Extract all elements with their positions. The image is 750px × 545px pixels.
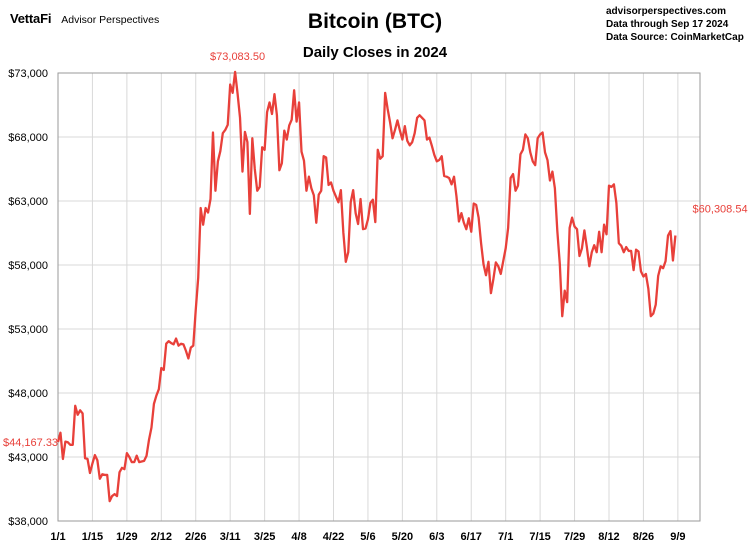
x-tick-label: 1/15 <box>82 531 103 543</box>
x-tick-label: 7/15 <box>529 531 550 543</box>
x-tick-label: 9/9 <box>670 531 685 543</box>
x-tick-label: 6/17 <box>461 531 482 543</box>
y-tick-label: $73,000 <box>8 68 48 80</box>
data-label: $44,167.33 <box>3 437 58 449</box>
source-line-provider: Data Source: CoinMarketCap <box>606 32 744 43</box>
x-tick-label: 4/22 <box>323 531 344 543</box>
x-tick-label: 3/11 <box>220 531 241 543</box>
logo-subtitle: Advisor Perspectives <box>61 14 160 26</box>
y-tick-label: $58,000 <box>8 260 48 272</box>
plot-border <box>57 72 701 522</box>
data-label: $60,308.54 <box>693 203 748 215</box>
series-line-btc <box>56 70 677 503</box>
x-tick-label: 8/26 <box>633 531 654 543</box>
logo: VettaFi Advisor Perspectives <box>10 11 159 26</box>
y-tick-label: $53,000 <box>8 324 48 336</box>
source-line-date: Data through Sep 17 2024 <box>606 19 729 30</box>
x-tick-label: 6/3 <box>429 531 444 543</box>
x-tick-label: 4/8 <box>291 531 306 543</box>
x-tick-label: 3/25 <box>254 531 275 543</box>
x-tick-label: 7/1 <box>498 531 513 543</box>
x-tick-label: 8/12 <box>598 531 619 543</box>
x-tick-label: 5/6 <box>360 531 375 543</box>
logo-brand: VettaFi <box>10 11 52 26</box>
y-tick-label: $68,000 <box>8 132 48 144</box>
x-tick-label: 7/29 <box>564 531 585 543</box>
chart-subtitle: Daily Closes in 2024 <box>302 44 448 61</box>
x-tick-label: 1/29 <box>116 531 137 543</box>
x-tick-label: 2/26 <box>185 531 206 543</box>
x-tick-label: 2/12 <box>151 531 172 543</box>
x-tick-label: 1/1 <box>50 531 65 543</box>
y-tick-label: $63,000 <box>8 196 48 208</box>
source-info: advisorperspectives.com Data through Sep… <box>606 5 744 44</box>
y-tick-label: $43,000 <box>8 452 48 464</box>
y-tick-label: $38,000 <box>8 516 48 528</box>
x-tick-label: 5/20 <box>392 531 413 543</box>
data-label: $73,083.50 <box>210 51 265 63</box>
source-line-website: advisorperspectives.com <box>606 6 727 17</box>
y-tick-label: $48,000 <box>8 388 48 400</box>
chart-title: Bitcoin (BTC) <box>307 10 443 33</box>
